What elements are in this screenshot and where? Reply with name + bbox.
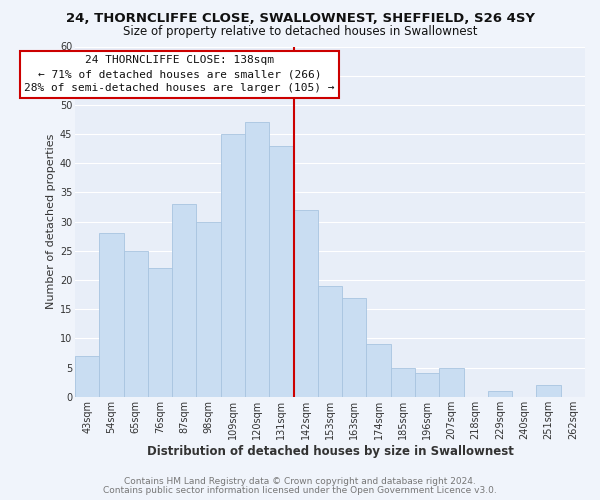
Text: Size of property relative to detached houses in Swallownest: Size of property relative to detached ho… — [123, 25, 477, 38]
Bar — [488, 391, 512, 397]
Bar — [342, 298, 367, 397]
Bar — [415, 374, 439, 397]
Bar — [318, 286, 342, 397]
Text: 24, THORNCLIFFE CLOSE, SWALLOWNEST, SHEFFIELD, S26 4SY: 24, THORNCLIFFE CLOSE, SWALLOWNEST, SHEF… — [65, 12, 535, 26]
Bar — [269, 146, 293, 397]
Text: 24 THORNCLIFFE CLOSE: 138sqm
← 71% of detached houses are smaller (266)
28% of s: 24 THORNCLIFFE CLOSE: 138sqm ← 71% of de… — [24, 56, 335, 94]
Bar — [100, 234, 124, 397]
Bar — [75, 356, 100, 397]
Bar — [391, 368, 415, 397]
Bar — [148, 268, 172, 397]
X-axis label: Distribution of detached houses by size in Swallownest: Distribution of detached houses by size … — [146, 444, 514, 458]
Text: Contains public sector information licensed under the Open Government Licence v3: Contains public sector information licen… — [103, 486, 497, 495]
Bar — [439, 368, 464, 397]
Bar — [124, 251, 148, 397]
Bar — [367, 344, 391, 397]
Y-axis label: Number of detached properties: Number of detached properties — [46, 134, 56, 310]
Text: Contains HM Land Registry data © Crown copyright and database right 2024.: Contains HM Land Registry data © Crown c… — [124, 477, 476, 486]
Bar — [196, 222, 221, 397]
Bar — [245, 122, 269, 397]
Bar — [221, 134, 245, 397]
Bar — [293, 210, 318, 397]
Bar — [172, 204, 196, 397]
Bar — [536, 385, 561, 397]
